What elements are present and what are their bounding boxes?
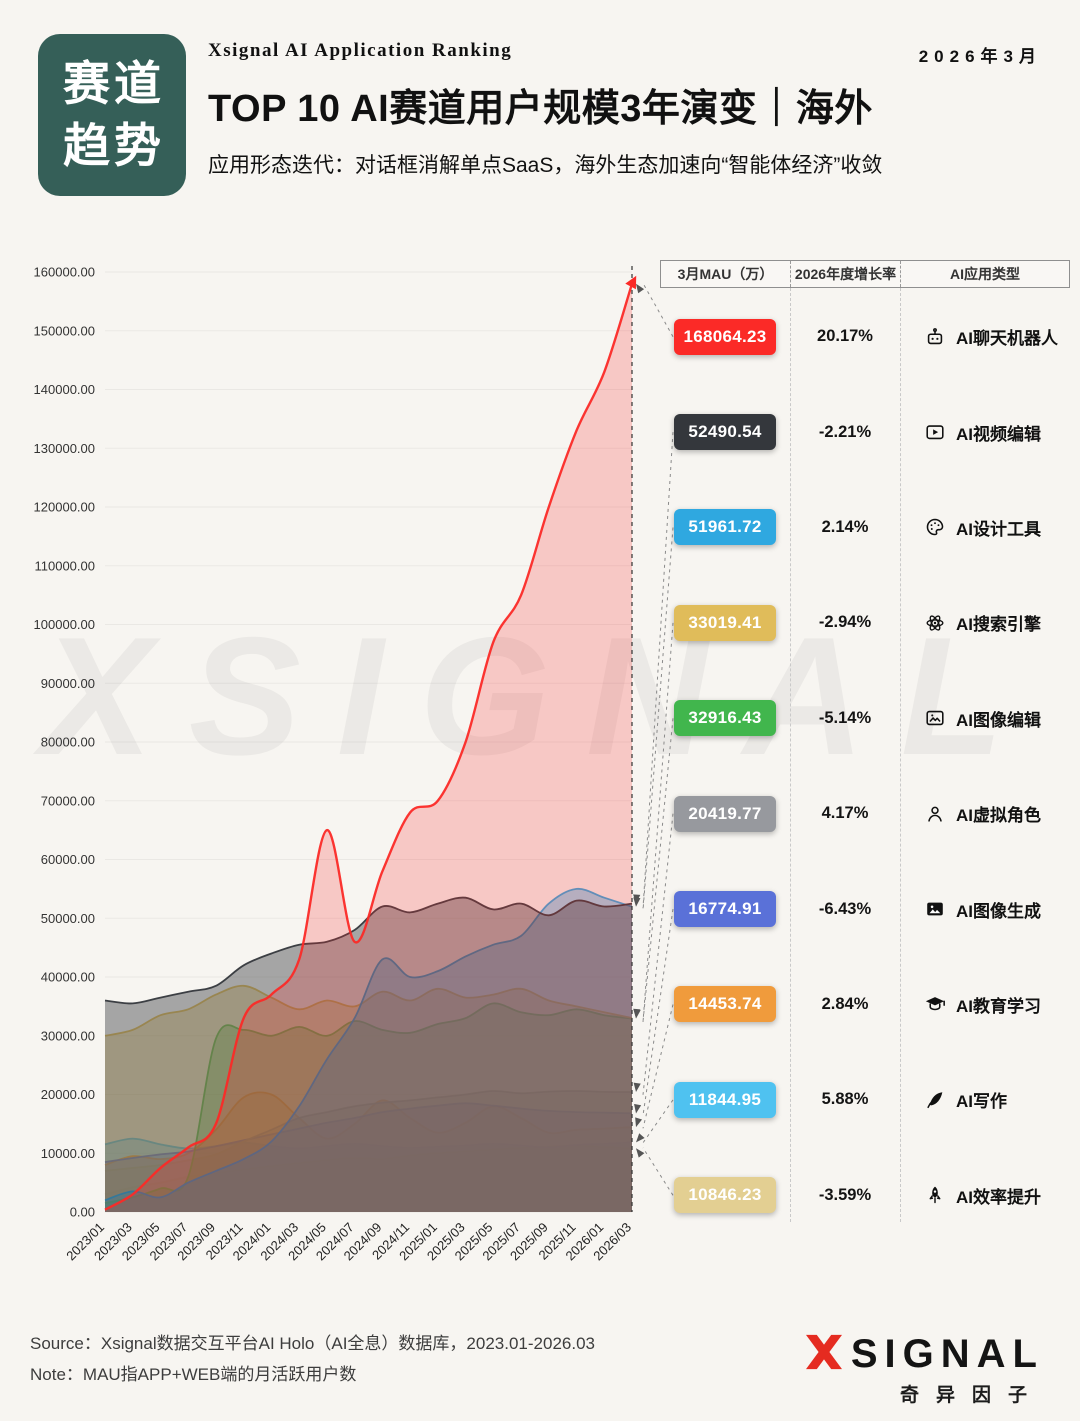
svg-text:150000.00: 150000.00	[34, 323, 95, 338]
video-edit-icon	[924, 421, 946, 443]
table-row: 10846.23 -3.59% AI效率提升	[660, 1148, 1072, 1243]
growth-value: -5.14%	[818, 708, 872, 727]
growth-value: 20.17%	[817, 327, 873, 346]
table-row: 32916.43 -5.14% AI图像编辑	[660, 671, 1072, 766]
education-icon	[924, 993, 946, 1015]
mau-badge: 11844.95	[674, 1081, 776, 1118]
svg-text:80000.00: 80000.00	[41, 735, 95, 750]
logo-wordmark: SIGNAL	[850, 1332, 1044, 1376]
svg-text:110000.00: 110000.00	[35, 558, 96, 573]
chatbot-icon	[924, 326, 946, 348]
svg-text:20000.00: 20000.00	[41, 1087, 95, 1102]
source-line: Source：Xsignal数据交互平台AI Holo（AI全息）数据库，202…	[30, 1334, 595, 1353]
svg-text:60000.00: 60000.00	[41, 852, 95, 867]
report-date: 2026年3月	[918, 47, 1042, 66]
type-label: AI图像生成	[956, 901, 1041, 921]
table-row: 168064.23 20.17% AI聊天机器人	[660, 289, 1072, 384]
xsignal-logo: SIGNAL 奇异因子	[803, 1332, 1044, 1407]
type-label: AI图像编辑	[956, 710, 1041, 730]
image-edit-icon	[924, 707, 946, 729]
col-header-growth: 2026年度增长率	[791, 261, 901, 287]
topic-badge-line1: 赛道	[63, 56, 165, 110]
type-label: AI写作	[956, 1092, 1007, 1112]
growth-value: -2.94%	[818, 613, 872, 632]
column-separator	[790, 288, 791, 1222]
column-separator	[900, 288, 901, 1222]
page-subtitle: 应用形态迭代：对话框消解单点SaaS，海外生态加速向“智能体经济”收敛	[208, 154, 883, 177]
svg-text:140000.00: 140000.00	[34, 382, 95, 397]
col-header-mau: 3月MAU（万）	[661, 261, 791, 287]
ranking-panel: 3月MAU（万） 2026年度增长率 AI应用类型 168064.23 20.1…	[660, 240, 1072, 1280]
page-title: TOP 10 AI赛道用户规模3年演变｜海外	[208, 88, 873, 130]
svg-text:50000.00: 50000.00	[41, 911, 95, 926]
table-row: 14453.74 2.84% AI教育学习	[660, 957, 1072, 1052]
footer: Source：Xsignal数据交互平台AI Holo（AI全息）数据库，202…	[30, 1328, 1044, 1407]
image-generation-icon	[924, 898, 946, 920]
table-row: 11844.95 5.88% AI写作	[660, 1052, 1072, 1147]
header: 赛道 趋势 2026年3月 Xsignal AI Application Ran…	[38, 34, 1042, 209]
growth-value: -3.59%	[818, 1185, 872, 1204]
svg-text:130000.00: 130000.00	[34, 441, 95, 456]
virtual-character-icon	[924, 803, 946, 825]
table-row: 33019.41 -2.94% AI搜索引擎	[660, 575, 1072, 670]
brand-line: Xsignal AI Application Ranking	[208, 40, 513, 61]
svg-text:120000.00: 120000.00	[34, 500, 95, 515]
type-label: AI聊天机器人	[956, 329, 1058, 349]
svg-text:70000.00: 70000.00	[41, 793, 95, 808]
table-row: 20419.77 4.17% AI虚拟角色	[660, 766, 1072, 861]
type-label: AI效率提升	[956, 1187, 1041, 1207]
logo-chinese-name: 奇异因子	[899, 1385, 1044, 1406]
mau-badge: 10846.23	[674, 1177, 776, 1214]
figure: 0.00 10000.00 20000.00 30000.00 40000.00 5000…	[0, 240, 1080, 1290]
mau-badge: 16774.91	[674, 891, 776, 928]
growth-value: -6.43%	[818, 899, 872, 918]
table-row: 16774.91 -6.43% AI图像生成	[660, 861, 1072, 956]
svg-text:160000.00: 160000.00	[34, 265, 95, 280]
mau-badge: 33019.41	[674, 604, 776, 641]
ranking-rows: 168064.23 20.17% AI聊天机器人 52490.54 -2.21%…	[660, 289, 1072, 1243]
design-palette-icon	[924, 516, 946, 538]
growth-value: 2.14%	[821, 517, 869, 536]
trend-area-chart: 0.00 10000.00 20000.00 30000.00 40000.00 5000…	[34, 265, 637, 1263]
logo-x-icon	[803, 1334, 845, 1375]
type-label: AI视频编辑	[956, 424, 1041, 444]
svg-text:30000.00: 30000.00	[41, 1028, 95, 1043]
col-header-type: AI应用类型	[950, 266, 1020, 282]
mau-badge: 52490.54	[674, 414, 776, 451]
mau-badge: 14453.74	[674, 986, 776, 1023]
svg-text:40000.00: 40000.00	[41, 970, 95, 985]
type-label: AI虚拟角色	[956, 806, 1041, 826]
svg-text:0.00: 0.00	[70, 1205, 95, 1220]
table-row: 51961.72 2.14% AI设计工具	[660, 480, 1072, 575]
topic-badge: 赛道 趋势	[38, 34, 186, 196]
growth-value: 2.84%	[821, 994, 869, 1013]
search-engine-icon	[924, 612, 946, 634]
rocket-icon	[924, 1184, 946, 1206]
type-label: AI教育学习	[956, 996, 1041, 1016]
type-label: AI设计工具	[956, 519, 1041, 539]
mau-badge: 32916.43	[674, 700, 776, 737]
topic-badge-line2: 趋势	[63, 119, 165, 172]
mau-badge: 168064.23	[674, 318, 776, 355]
mau-badge: 51961.72	[674, 509, 776, 546]
panel-header-row: 3月MAU（万） 2026年度增长率 AI应用类型	[660, 260, 1070, 288]
svg-text:90000.00: 90000.00	[41, 676, 95, 691]
writing-quill-icon	[924, 1089, 946, 1111]
mau-badge: 20419.77	[674, 795, 776, 832]
note-line: Note：MAU指APP+WEB端的月活跃用户数	[30, 1365, 357, 1385]
growth-value: -2.21%	[818, 422, 872, 441]
svg-text:10000.00: 10000.00	[41, 1146, 95, 1161]
growth-value: 5.88%	[821, 1090, 869, 1109]
svg-text:100000.00: 100000.00	[34, 617, 95, 632]
table-row: 52490.54 -2.21% AI视频编辑	[660, 384, 1072, 479]
type-label: AI搜索引擎	[956, 615, 1041, 635]
growth-value: 4.17%	[821, 804, 869, 823]
